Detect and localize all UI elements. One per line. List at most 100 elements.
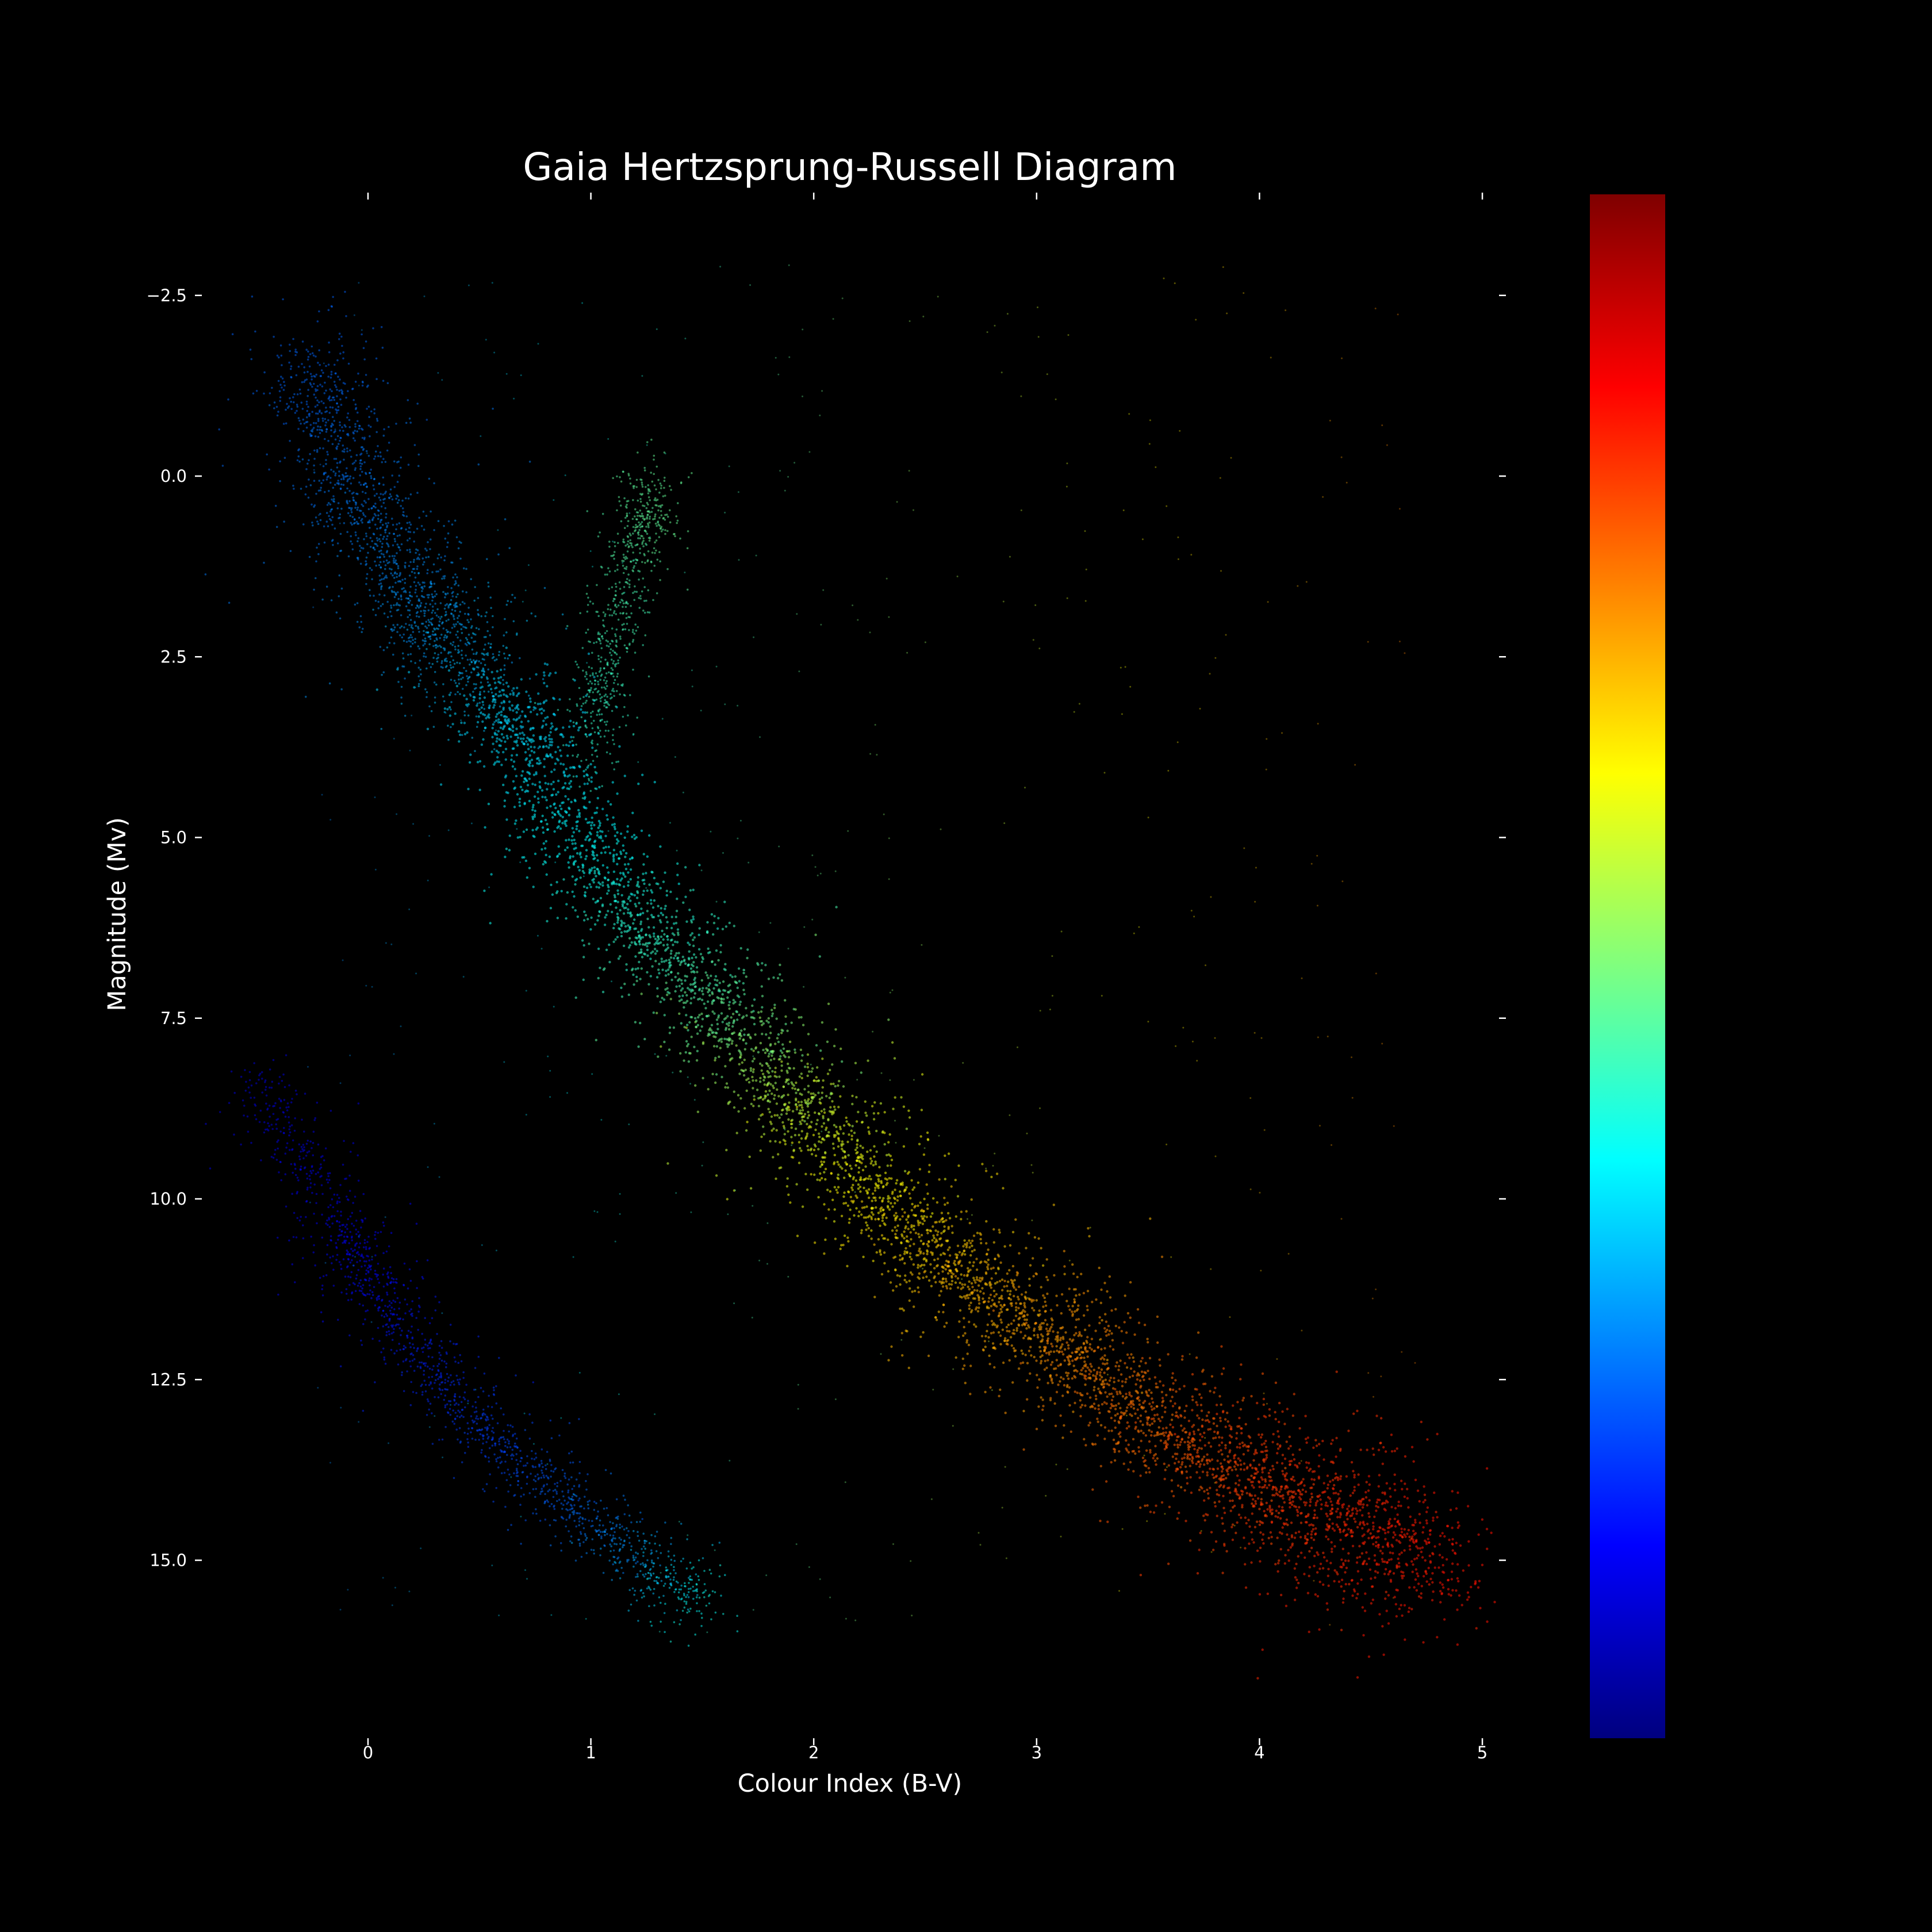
scatter-point-main-sequence [724,1086,727,1089]
scatter-point-main-sequence [1038,1324,1042,1327]
scatter-point-main-sequence [1394,1489,1397,1492]
scatter-point-main-sequence [525,757,528,760]
scatter-point-main-sequence [945,1280,948,1283]
scatter-point-main-sequence [1228,1434,1232,1437]
scatter-point-main-sequence [1383,1573,1386,1575]
scatter-point-main-sequence [842,1244,845,1247]
scatter-point-main-sequence [1082,1341,1086,1344]
scatter-point-main-sequence [624,856,627,858]
scatter-point-main-sequence [1023,1295,1026,1298]
scatter-point-main-sequence [1435,1511,1438,1513]
scatter-point-main-sequence [1242,1397,1245,1400]
scatter-point-main-sequence [736,1018,739,1021]
scatter-point-main-sequence [1239,1378,1242,1381]
scatter-point-main-sequence [596,859,599,862]
scatter-point-main-sequence [582,944,585,947]
scatter-point-main-sequence [994,1272,998,1275]
scatter-point-main-sequence [1404,1535,1407,1538]
scatter-point-main-sequence [545,799,548,802]
scatter-point-main-sequence [955,1256,959,1259]
scatter-point-main-sequence [1240,1463,1243,1466]
scatter-point-main-sequence [721,1021,724,1023]
scatter-point-main-sequence [1415,1545,1418,1548]
scatter-point-main-sequence [1111,1348,1115,1351]
scatter-point-main-sequence [634,903,637,906]
scatter-point-main-sequence [814,1145,817,1148]
scatter-point-main-sequence [1197,1428,1200,1431]
scatter-point-main-sequence [859,1176,862,1179]
scatter-point-main-sequence [844,1155,847,1158]
scatter-point-main-sequence [917,1286,919,1289]
scatter-point-main-sequence [1148,1389,1151,1392]
scatter-point-main-sequence [781,1121,784,1124]
scatter-point-main-sequence [1117,1379,1120,1382]
scatter-point-main-sequence [1106,1362,1109,1365]
scatter-point-main-sequence [640,829,643,833]
scatter-point-main-sequence [1336,1516,1339,1519]
scatter-point-main-sequence [977,1302,981,1305]
scatter-point-main-sequence [1207,1428,1210,1431]
scatter-point-main-sequence [1243,1536,1245,1539]
scatter-point-main-sequence [1396,1520,1399,1524]
scatter-point-main-sequence [571,875,574,878]
scatter-point-main-sequence [595,885,598,888]
scatter-point-main-sequence [1106,1382,1109,1385]
scatter-point-main-sequence [1305,1461,1308,1464]
scatter-point-main-sequence [886,1182,889,1184]
scatter-point-main-sequence [1141,1375,1144,1378]
scatter-point-main-sequence [1088,1373,1091,1376]
scatter-point-main-sequence [1106,1359,1109,1362]
scatter-point-main-sequence [1134,1383,1137,1386]
scatter-point-main-sequence [918,1272,921,1275]
scatter-point-main-sequence [770,1122,773,1125]
scatter-point-main-sequence [807,1098,810,1101]
scatter-point-main-sequence [747,1081,751,1084]
scatter-point-main-sequence [581,711,584,714]
scatter-point-main-sequence [1092,1368,1096,1371]
scatter-point-main-sequence [665,926,668,930]
scatter-point-main-sequence [893,1214,896,1217]
scatter-point-main-sequence [756,1088,759,1091]
scatter-point-main-sequence [936,1201,939,1204]
scatter-point-main-sequence [507,685,510,688]
scatter-point-main-sequence [780,1060,783,1063]
scatter-point-main-sequence [753,1098,756,1101]
scatter-point-main-sequence [583,910,586,913]
scatter-point-main-sequence [791,1087,794,1090]
scatter-point-main-sequence [1231,1523,1235,1526]
scatter-point-main-sequence [1044,1310,1047,1313]
scatter-point-main-sequence [1148,1377,1151,1381]
scatter-point-main-sequence [1041,1335,1044,1338]
scatter-point-main-sequence [508,727,511,730]
scatter-point-main-sequence [1088,1376,1092,1379]
scatter-point-main-sequence [757,1051,760,1054]
scatter-point-main-sequence [538,781,541,784]
scatter-point-main-sequence [1063,1384,1066,1387]
scatter-point-main-sequence [1087,1227,1090,1230]
scatter-point-main-sequence [1429,1577,1432,1581]
scatter-point-main-sequence [467,703,470,706]
scatter-point-main-sequence [761,1064,764,1067]
scatter-point-main-sequence [887,1141,890,1144]
scatter-point-main-sequence [1259,1546,1262,1550]
scatter-point-main-sequence [963,1364,966,1367]
scatter-point-main-sequence [524,751,527,754]
scatter-point-main-sequence [1221,1436,1224,1439]
scatter-point-main-sequence [469,753,472,756]
scatter-point-main-sequence [1410,1608,1413,1611]
scatter-point-main-sequence [1400,1534,1402,1537]
scatter-point-main-sequence [715,1032,718,1034]
scatter-point-main-sequence [1196,1451,1199,1454]
scatter-point-main-sequence [1397,1500,1400,1504]
scatter-point-main-sequence [513,768,516,770]
scatter-point-main-sequence [769,1025,772,1028]
scatter-point-main-sequence [896,1195,899,1198]
scatter-point-main-sequence [642,911,645,915]
scatter-point-main-sequence [1295,1578,1298,1581]
scatter-point-main-sequence [1260,1503,1263,1506]
scatter-point-main-sequence [808,1070,811,1073]
scatter-point-main-sequence [811,1067,814,1070]
scatter-point-main-sequence [964,1332,967,1335]
scatter-point-main-sequence [1400,1504,1402,1508]
scatter-point-main-sequence [1413,1533,1416,1536]
